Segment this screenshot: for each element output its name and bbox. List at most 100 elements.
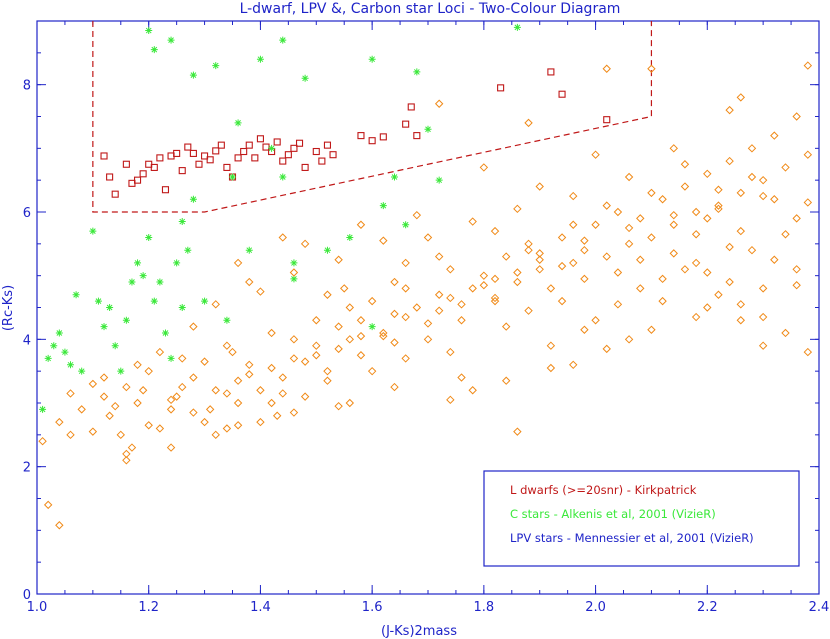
ldwarf-point xyxy=(201,152,209,160)
lpv-point xyxy=(412,210,422,220)
cstar-point xyxy=(167,354,175,362)
lpv-point xyxy=(245,360,254,370)
ldwarf-point xyxy=(156,154,164,162)
lpv-point xyxy=(546,341,556,350)
lpv-point xyxy=(172,392,181,401)
cstar-point xyxy=(368,323,376,331)
lpv-point xyxy=(446,265,455,274)
lpv-point xyxy=(703,169,712,179)
lpv-point xyxy=(200,357,209,366)
lpv-point xyxy=(636,255,645,264)
cstar-point xyxy=(189,71,197,79)
cstar-point xyxy=(256,55,264,63)
lpv-point xyxy=(300,392,310,401)
cstar-point xyxy=(279,173,287,181)
lpv-point xyxy=(434,99,444,108)
lpv-point xyxy=(267,398,276,408)
lpv-point xyxy=(401,312,410,322)
ldwarf-point xyxy=(379,133,387,141)
lpv-point xyxy=(490,296,500,306)
lpv-point xyxy=(116,430,125,440)
ldwarf-point xyxy=(368,137,376,145)
lpv-point xyxy=(557,261,567,271)
cstar-point xyxy=(150,297,158,305)
cstar-point xyxy=(184,246,192,254)
lpv-point xyxy=(758,191,768,201)
lpv-point xyxy=(144,366,153,376)
ldwarf-point xyxy=(189,149,197,157)
lpv-point xyxy=(88,427,98,436)
ldwarf-point xyxy=(413,132,421,140)
lpv-point xyxy=(334,322,343,331)
cstar-point xyxy=(435,176,443,184)
ldwarf-point xyxy=(603,116,611,124)
lpv-point xyxy=(228,347,237,357)
lpv-point xyxy=(703,214,712,223)
lpv-point xyxy=(356,331,366,341)
l-dwarf-locus-region xyxy=(92,21,653,213)
lpv-point xyxy=(423,233,433,242)
lpv-point xyxy=(524,118,533,128)
lpv-point xyxy=(714,201,723,210)
cstar-point xyxy=(50,342,58,350)
cstar-point xyxy=(323,246,331,254)
lpv-point xyxy=(479,163,489,172)
ldwarf-point xyxy=(262,143,270,151)
ldwarf-point xyxy=(357,132,365,140)
lpv-point xyxy=(647,188,656,198)
lpv-point xyxy=(278,373,287,382)
cstar-point xyxy=(279,36,287,44)
lpv-point xyxy=(446,395,455,405)
lpv-point xyxy=(144,421,153,430)
x-tick-label: 1.2 xyxy=(138,600,159,615)
lpv-point xyxy=(245,370,254,379)
lpv-point xyxy=(122,382,131,392)
lpv-point xyxy=(736,188,746,198)
lpv-point xyxy=(457,316,466,325)
ldwarf-point xyxy=(295,139,304,147)
lpv-point xyxy=(714,185,723,194)
ldwarf-point xyxy=(184,143,192,151)
lpv-point xyxy=(770,255,779,264)
lpv-point xyxy=(770,195,779,204)
lpv-point xyxy=(647,233,656,242)
lpv-point xyxy=(401,284,410,293)
cstar-point xyxy=(122,316,130,324)
ldwarf-point xyxy=(323,141,332,149)
legend-box xyxy=(483,470,800,567)
lpv-point xyxy=(747,144,757,153)
lpv-point xyxy=(178,382,187,392)
lpv-point xyxy=(390,277,399,287)
lpv-point xyxy=(289,354,299,363)
ldwarf-point xyxy=(139,170,147,178)
legend-lpv: LPV stars - Mennessier et al, 2001 (Vizi… xyxy=(510,531,754,545)
lpv-point xyxy=(166,405,176,414)
lpv-point xyxy=(501,376,511,385)
ldwarf-point xyxy=(223,163,231,171)
lpv-point xyxy=(110,401,120,411)
lpv-point xyxy=(669,210,678,220)
lpv-point xyxy=(155,424,165,433)
y-axis-label: (Rc-Ks) xyxy=(1,285,16,331)
lpv-point xyxy=(524,306,533,315)
ldwarf-point xyxy=(407,103,415,111)
lpv-point xyxy=(513,277,522,287)
lpv-point xyxy=(691,230,701,239)
cstar-point xyxy=(161,329,169,337)
lpv-point xyxy=(334,401,343,411)
lpv-point xyxy=(602,252,611,261)
lpv-point xyxy=(770,131,779,140)
lpv-point xyxy=(345,398,355,408)
lpv-point xyxy=(803,198,813,207)
lpv-point xyxy=(758,284,768,293)
lpv-point xyxy=(680,182,690,191)
ldwarf-point xyxy=(217,141,225,149)
cstar-point xyxy=(94,297,102,305)
lpv-point xyxy=(323,366,332,376)
ldwarf-point xyxy=(284,151,292,159)
lpv-point xyxy=(105,411,114,420)
lpv-point xyxy=(323,376,332,385)
lpv-point xyxy=(55,521,64,530)
cstar-point xyxy=(61,348,69,356)
